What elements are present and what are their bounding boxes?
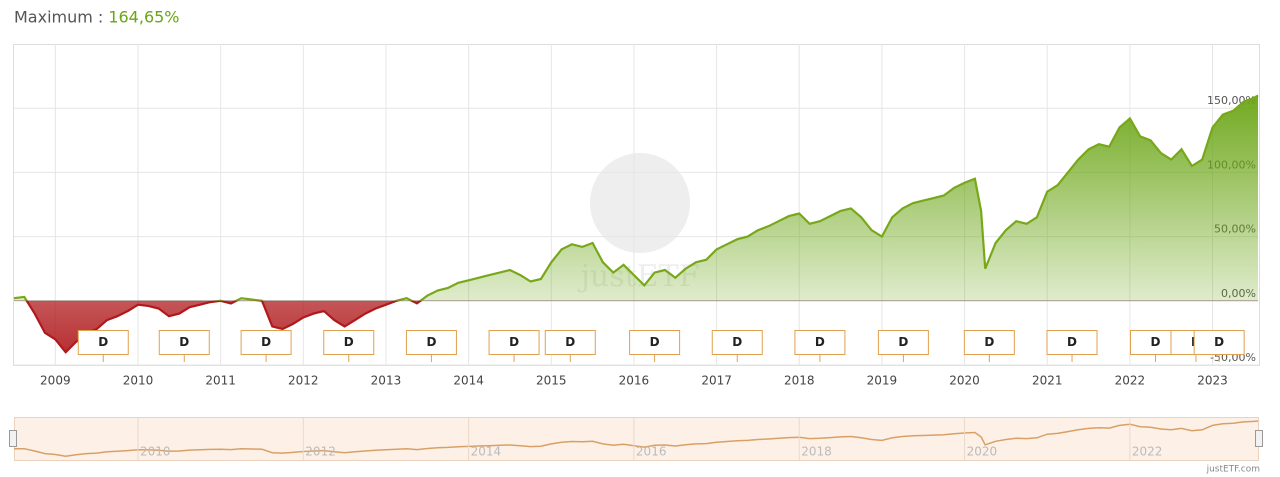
dividend-marker xyxy=(877,330,929,355)
dividend-label: D xyxy=(98,335,108,349)
x-tick-label: 2017 xyxy=(701,374,732,388)
navigator-tick-label: 2014 xyxy=(471,445,502,459)
x-tick-label: 2020 xyxy=(949,374,980,388)
dividend-label: D xyxy=(509,335,519,349)
dividend-marker xyxy=(240,330,292,355)
dividend-label: D xyxy=(344,335,354,349)
area xyxy=(14,95,1258,301)
navigator-line xyxy=(13,420,1259,457)
x-tick-label: 2011 xyxy=(205,374,236,388)
dividend-label: D xyxy=(815,335,825,349)
navigator-handle[interactable] xyxy=(9,430,17,447)
x-tick-label: 2015 xyxy=(536,374,567,388)
dividend-marker xyxy=(1193,330,1245,355)
x-tick-label: 2021 xyxy=(1032,374,1063,388)
navigator-handle[interactable] xyxy=(1255,430,1263,447)
dividend-label: D xyxy=(565,335,575,349)
x-tick-label: 2019 xyxy=(867,374,898,388)
navigator-tick-label: 2010 xyxy=(140,445,171,459)
navigator-tick-label: 2012 xyxy=(305,445,336,459)
navigator-tick-label: 2022 xyxy=(1132,445,1163,459)
dividend-marker xyxy=(629,330,681,355)
dividend-marker xyxy=(794,330,846,355)
dividend-marker xyxy=(963,330,1015,355)
dividend-label: D xyxy=(179,335,189,349)
watermark-logo xyxy=(590,153,690,253)
x-tick-label: 2022 xyxy=(1115,374,1146,388)
dividend-label: D xyxy=(650,335,660,349)
dividend-label: D xyxy=(732,335,742,349)
dividend-marker xyxy=(488,330,540,355)
x-tick-label: 2023 xyxy=(1197,374,1228,388)
x-tick-label: 2010 xyxy=(123,374,154,388)
x-tick-label: 2018 xyxy=(784,374,815,388)
dividend-label: D xyxy=(898,335,908,349)
line xyxy=(25,300,423,354)
dividend-label: D xyxy=(1214,335,1224,349)
dividend-label: D xyxy=(261,335,271,349)
x-tick-label: 2009 xyxy=(40,374,71,388)
x-tick-label: 2012 xyxy=(288,374,319,388)
x-tick-label: 2016 xyxy=(619,374,650,388)
dividend-label: D xyxy=(426,335,436,349)
dividend-label: D xyxy=(1067,335,1077,349)
dividend-marker xyxy=(77,330,129,355)
dividend-label: D xyxy=(984,335,994,349)
dividend-marker xyxy=(544,330,596,355)
line xyxy=(13,94,1259,301)
maximum-value: 164,65% xyxy=(108,8,179,27)
credit: justETF.com xyxy=(1206,465,1260,475)
dividend-marker xyxy=(405,330,457,355)
dividend-label: D xyxy=(1151,335,1161,349)
title: Maximum : xyxy=(14,8,103,27)
dividend-marker xyxy=(323,330,375,355)
dividend-marker xyxy=(711,330,763,355)
dividend-marker xyxy=(158,330,210,355)
navigator-tick-label: 2020 xyxy=(967,445,998,459)
navigator-tick-label: 2016 xyxy=(636,445,667,459)
navigator-tick-label: 2018 xyxy=(801,445,832,459)
x-tick-label: 2014 xyxy=(453,374,484,388)
x-tick-label: 2013 xyxy=(371,374,402,388)
dividend-marker xyxy=(1046,330,1098,355)
